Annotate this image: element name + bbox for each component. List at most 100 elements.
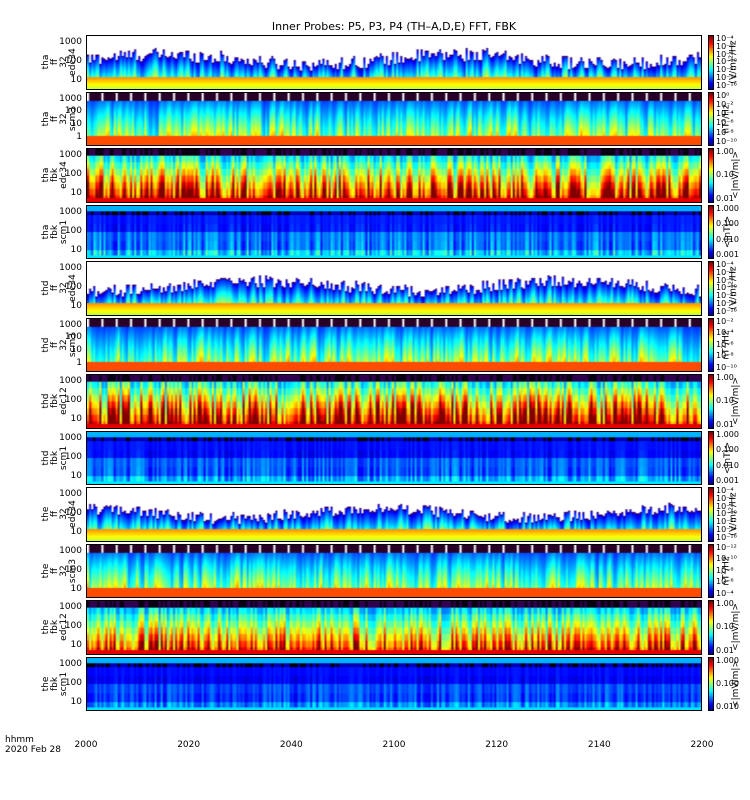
colorbar-tick-label: 10⁻⁶ (716, 339, 734, 349)
spectrogram-panel (86, 656, 702, 711)
spectrogram-panel (86, 35, 702, 90)
y-tick-label: 10 (70, 119, 82, 130)
colorbar-tick-label: 0.01 (716, 193, 734, 203)
colorbar-tick-label: 10⁻⁶ (716, 118, 734, 128)
x-tick-label: 2000 (74, 740, 98, 750)
colorbar-unit-label: nT²/Hz (721, 330, 732, 360)
x-tick-label: 2120 (485, 740, 509, 750)
y-tick-label: 1000 (59, 263, 82, 274)
colorbar-tick-label: 10⁻⁴ (716, 328, 734, 338)
colorbar-tick-label: 10⁻⁴ (716, 260, 734, 269)
y-tick-label: 1000 (59, 489, 82, 500)
x-tick-label: 2140 (587, 740, 611, 750)
spectrogram-panel (86, 543, 702, 598)
colorbar-tick-label: 10⁻⁸ (716, 49, 734, 59)
y-tick-label: 1000 (59, 376, 82, 387)
colorbar-tick-label: 0.10 (716, 170, 734, 180)
spectrogram-panel (86, 91, 702, 146)
colorbar-tick-label: 10⁻⁶ (716, 577, 734, 587)
colorbar-tick-label: 0.010 (716, 234, 739, 244)
colorbar-tick-label: 10⁻¹⁰ (716, 57, 737, 67)
colorbar (708, 35, 714, 90)
colorbar (708, 543, 714, 598)
colorbar-tick-label: 0.010 (716, 460, 739, 470)
y-tick-label: 10 (70, 696, 82, 707)
colorbar-tick-label: 10⁻⁴ (716, 486, 734, 495)
colorbar-tick-label: 10⁻² (716, 99, 734, 109)
colorbar (708, 600, 714, 655)
colorbar (708, 317, 714, 372)
colorbar (708, 204, 714, 259)
y-tick-label: 100 (64, 332, 82, 343)
colorbar-tick-label: 0.010 (716, 702, 739, 711)
colorbar-tick-label: 10⁰ (716, 90, 730, 100)
y-tick-label: 100 (64, 169, 82, 180)
colorbar-tick-label: 0.01 (716, 419, 734, 429)
y-tick-label: 1000 (59, 93, 82, 104)
y-tick-label: 100 (64, 56, 82, 67)
colorbar-unit-label: (V/m)²/Hz (728, 266, 739, 310)
colorbar-tick-label: 1.000 (716, 429, 739, 439)
colorbar-tick-label: 10⁻¹⁰ (716, 283, 737, 293)
colorbar-tick-label: 10⁻¹⁰ (716, 137, 737, 146)
colorbar-tick-label: 10⁻⁸ (716, 127, 734, 137)
y-tick-label: 10 (70, 640, 82, 651)
colorbar-tick-label: 10⁻¹² (716, 542, 737, 552)
colorbar-unit-label: nT²/Hz (721, 556, 732, 586)
colorbar-unit-label: <|mV/m|> (730, 151, 741, 200)
colorbar-unit-label: <|mV/m|> (730, 659, 741, 708)
colorbar-unit-label: <|mV/m|> (730, 603, 741, 652)
colorbar-tick-label: 10⁻¹⁶ (716, 306, 737, 316)
spectrogram-panel (86, 374, 702, 429)
colorbar-unit-label: (V/m)²/Hz (728, 492, 739, 536)
y-tick-label: 1000 (59, 319, 82, 330)
y-tick-label: 10 (70, 244, 82, 255)
x-tick-label: 2020 (177, 740, 201, 750)
colorbar-tick-label: 10⁻¹⁰ (716, 509, 737, 519)
colorbar-tick-label: 10⁻⁴ (716, 589, 734, 598)
y-tick-label: 100 (64, 451, 82, 462)
spectrogram-image (87, 601, 701, 654)
x-axis-date: 2020 Feb 28 (5, 745, 62, 755)
colorbar-tick-label: 10⁻⁸ (716, 351, 734, 361)
spectrogram-image (87, 36, 701, 89)
colorbar-tick-label: 1.000 (716, 655, 739, 665)
colorbar-tick-label: 10⁻¹⁴ (716, 298, 737, 308)
y-tick-label: 1000 (59, 602, 82, 613)
x-tick-label: 2200 (690, 740, 714, 750)
colorbar-tick-label: 0.10 (716, 396, 734, 406)
spectrogram-image (87, 657, 701, 710)
colorbar-unit-label: <|nT|> (723, 215, 734, 248)
colorbar-tick-label: 10⁻¹⁶ (716, 532, 737, 542)
colorbar-tick-label: 0.100 (716, 219, 739, 228)
y-tick-label: 1000 (59, 206, 82, 217)
colorbar-tick-label: 10⁻¹⁰ (716, 363, 737, 372)
spectrogram-panel (86, 430, 702, 485)
colorbar-tick-label: 10⁻¹⁶ (716, 80, 737, 90)
y-tick-label: 10 (70, 345, 82, 356)
colorbar-tick-label: 0.001 (716, 476, 739, 485)
spectrogram-image (87, 205, 701, 258)
y-tick-label: 10 (70, 583, 82, 594)
x-tick-label: 2100 (382, 740, 406, 750)
y-tick-label: 100 (64, 677, 82, 688)
y-tick-label: 1 (76, 131, 82, 142)
spectrogram-panel (86, 487, 702, 542)
colorbar-tick-label: 1.000 (716, 203, 739, 213)
colorbar-tick-label: 1.00 (716, 147, 734, 156)
y-tick-label: 100 (64, 395, 82, 406)
spectrogram-panel (86, 317, 702, 372)
plot-title: Inner Probes: P5, P3, P4 (TH–A,D,E) FFT,… (271, 20, 517, 33)
colorbar-unit-label: (V/m)²/Hz (728, 40, 739, 84)
colorbar-tick-label: 10⁻⁸ (716, 275, 734, 285)
spectrogram-image (87, 149, 701, 202)
spectrogram-panel (86, 148, 702, 203)
y-tick-label: 10 (70, 301, 82, 312)
spectrogram-image (87, 431, 701, 484)
colorbar-tick-label: 1.00 (716, 373, 734, 382)
y-tick-label: 10 (70, 527, 82, 538)
spectrogram-panel (86, 204, 702, 259)
colorbar-unit-label: nT²/Hz (721, 104, 732, 134)
y-tick-label: 1 (76, 357, 82, 368)
y-tick-label: 1000 (59, 150, 82, 161)
